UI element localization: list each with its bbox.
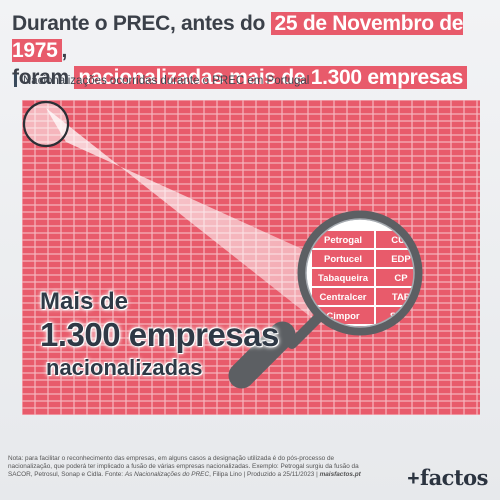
magnified-company-cell: [376, 250, 414, 267]
companies-grid-area: Petrogal CUF Portucel EDP Tabaqueira CP Centra…: [22, 100, 480, 415]
footnote-text1: Nota: para facilitar o reconhecimento da…: [8, 455, 359, 479]
magnified-company-name: CUF: [391, 235, 411, 246]
magnified-company-name: Cimpor: [326, 311, 360, 322]
magnifier-rim: [297, 210, 423, 336]
magnified-company-name: Petrogal: [324, 235, 362, 246]
callout-label: Mais de 1.300 empresas nacionalizadas: [40, 290, 279, 379]
companies-grid-svg: Petrogal CUF Portucel EDP Tabaqueira CP Centra…: [22, 100, 480, 415]
subtitle-text: Nacionalizações ocorridas durante o PREC…: [23, 74, 310, 87]
spotlight-beam: [46, 108, 322, 318]
footnote: Nota: para facilitar o reconhecimento da…: [8, 455, 368, 480]
footnote-site-link[interactable]: maisfactos.pt: [319, 471, 361, 479]
magnified-company-cell: [312, 250, 374, 267]
magnified-company-cell: [312, 269, 374, 286]
headline-part3: foram: [12, 66, 75, 89]
headline-count-highlight: nacionalizadas mais de 1.300 empresas: [74, 66, 468, 89]
magnified-company-name: EDP: [391, 254, 411, 265]
magnifier-handle: [228, 309, 327, 389]
magnified-company-cell: [312, 288, 374, 305]
subtitle: Nacionalizações ocorridas durante o PREC…: [14, 74, 309, 87]
callout-line2: 1.300 empresas: [40, 316, 279, 353]
footnote-text2: , Filipa Lino | Produzido a 25/11/2023 |: [209, 471, 320, 479]
headline: Durante o PREC, antes do 25 de Novembro …: [12, 10, 492, 91]
magnifier-rim-inner: [305, 218, 415, 328]
magnified-company-name: Portucel: [324, 254, 362, 265]
headline-part1: Durante o PREC, antes do: [12, 12, 271, 35]
magnified-company-name: Centralcer: [320, 292, 367, 303]
subtitle-accent-bar: [14, 74, 17, 87]
magnified-company-name: TAP: [392, 292, 411, 303]
magnified-company-cell: [376, 288, 414, 305]
magnified-company-name: Tabaqueira: [318, 273, 369, 284]
headline-part2: ,: [61, 39, 68, 62]
logo-plus: +: [407, 467, 420, 490]
callout-line3: nacionalizadas: [46, 355, 203, 380]
magnified-company-cell: [312, 231, 374, 248]
footnote-source: As Nacionalizações do PREC: [124, 471, 210, 479]
logo-text: factos: [420, 465, 488, 490]
focus-circle: [22, 100, 70, 148]
callout-line1: Mais de: [40, 288, 129, 315]
magnified-company-cell: [376, 269, 414, 286]
magnified-company-name: CP: [394, 273, 408, 284]
maisfactos-logo: +factos: [407, 465, 488, 491]
